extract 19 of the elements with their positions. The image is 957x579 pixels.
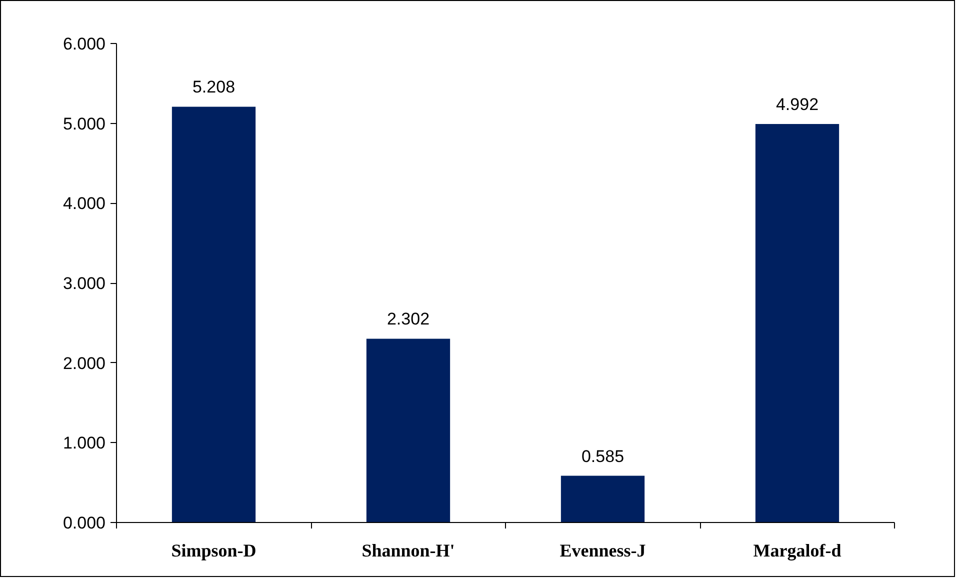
x-tick-label: Simpson-D xyxy=(171,540,256,560)
bar xyxy=(366,338,450,522)
data-label: 0.585 xyxy=(581,446,624,466)
y-tick-label: 4.000 xyxy=(62,194,106,214)
y-tick-label: 1.000 xyxy=(62,434,106,453)
y-tick-label: 6.000 xyxy=(62,34,106,54)
bar xyxy=(560,476,645,522)
bar xyxy=(172,106,256,522)
y-tick-label: 5.000 xyxy=(62,114,106,134)
data-label: 4.992 xyxy=(776,94,819,114)
data-label: 5.208 xyxy=(192,78,236,97)
x-tick-label: Evenness-J xyxy=(560,540,646,560)
bar xyxy=(755,124,840,522)
x-tick-label: Shannon-H' xyxy=(362,540,455,560)
y-tick-label: 2.000 xyxy=(62,354,106,373)
y-tick-label: 3.000 xyxy=(62,274,106,293)
x-tick-label: Margalof-d xyxy=(753,540,842,560)
y-tick-label: 0.000 xyxy=(62,514,106,532)
data-label: 2.302 xyxy=(386,310,430,329)
